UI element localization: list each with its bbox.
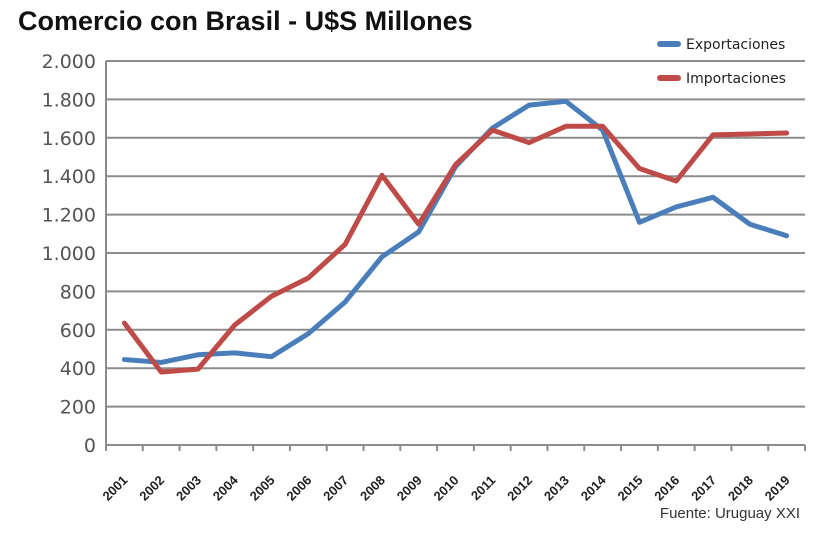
x-tick-label: 2019: [762, 473, 793, 504]
x-tick-label: 2013: [541, 473, 572, 504]
x-tick-label: 2007: [320, 473, 351, 504]
x-tick-label: 2011: [468, 473, 499, 504]
series-line-importaciones: [121, 123, 790, 375]
x-tick-label: 2002: [136, 473, 167, 504]
chart-title: Comercio con Brasil - U$S Millones: [18, 6, 473, 36]
y-tick-label: 1.200: [42, 205, 96, 227]
x-tick-label: 2001: [99, 473, 130, 504]
x-tick-label: 2015: [615, 473, 646, 504]
legend-label: Importaciones: [686, 71, 786, 87]
series-lines: [121, 98, 790, 375]
source-note: Fuente: Uruguay XXI: [660, 505, 800, 522]
x-tick-label: 2014: [578, 472, 610, 504]
x-tick-label: 2008: [357, 473, 388, 504]
y-tick-label: 1.400: [42, 166, 96, 188]
y-tick-label: 1.600: [42, 128, 96, 150]
y-tick-label: 1.800: [42, 89, 96, 111]
y-tick-label: 1.000: [42, 243, 96, 265]
y-tick-label: 0: [84, 435, 96, 457]
x-tick-label: 2009: [394, 473, 425, 504]
series-line-exportaciones: [121, 98, 790, 365]
x-tick-label: 2018: [725, 473, 756, 504]
x-tick-label: 2016: [651, 473, 682, 504]
x-tick-label: 2010: [431, 473, 462, 504]
y-tick-label: 2.000: [42, 51, 96, 73]
gridlines: [105, 60, 806, 451]
y-tick-label: 600: [60, 320, 96, 342]
x-tick-label: 2005: [247, 473, 278, 504]
y-tick-label: 800: [60, 281, 96, 303]
y-tick-label: 400: [60, 358, 96, 380]
y-tick-label: 200: [60, 397, 96, 419]
legend-label: Exportaciones: [686, 37, 785, 53]
x-tick-label: 2004: [210, 472, 242, 504]
x-tick-label: 2017: [688, 473, 719, 504]
x-tick-label: 2003: [173, 473, 204, 504]
x-tick-label: 2006: [283, 473, 314, 504]
x-axis: 2001 2002 2003 2004 2005 2006 2007 2008 2009 2010…: [99, 472, 792, 504]
x-tick-label: 2012: [504, 473, 535, 504]
legend: Exportaciones Importaciones: [657, 37, 786, 87]
y-axis: 0 200 400 600 800 1.000 1.200 1.400 1.600 1.800 2.…: [42, 51, 96, 457]
